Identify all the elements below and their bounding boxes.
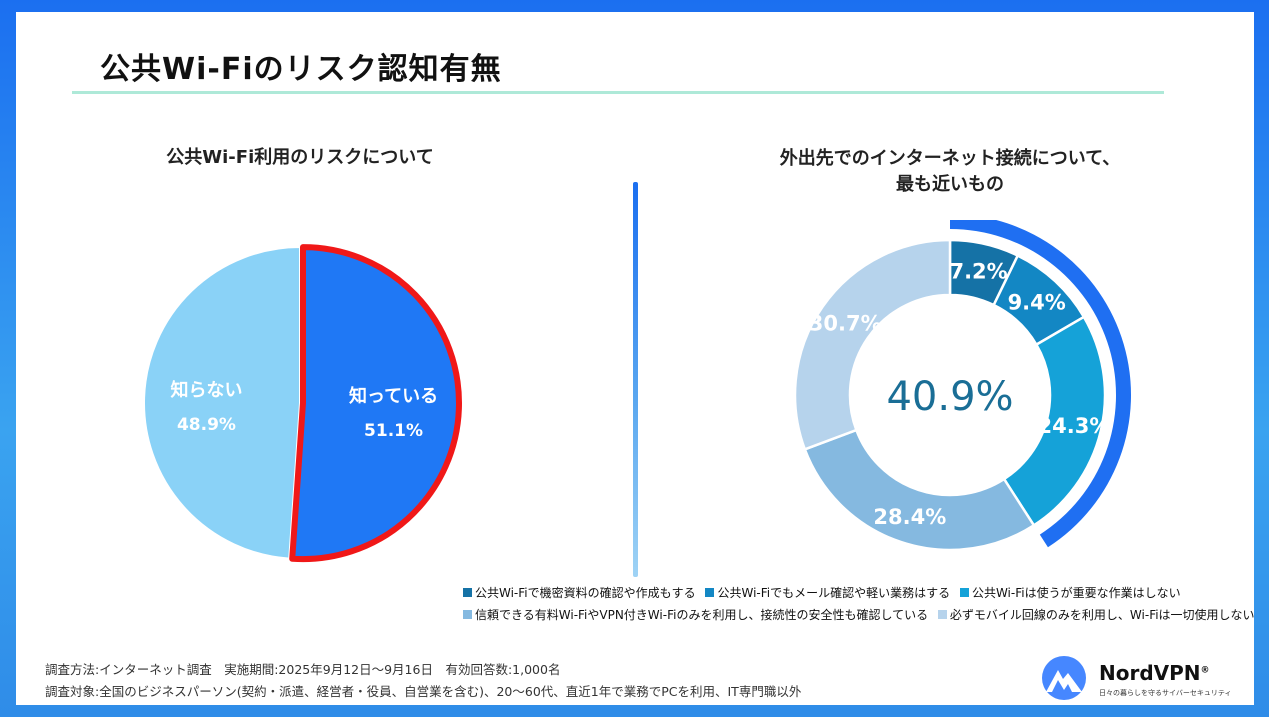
- legend-label: 公共Wi-Fiでもメール確認や軽い業務はする: [717, 586, 951, 600]
- survey-method: 調査方法:インターネット調査 実施期間:2025年9月12日～9月16日 有効回…: [45, 662, 561, 677]
- donut-slice-label: 28.4%: [873, 505, 946, 529]
- logo-tagline: 日々の暮らしを守るサイバーセキュリティ: [1099, 689, 1232, 697]
- donut-center-label: 40.9%: [886, 374, 1013, 420]
- chart-divider: [633, 182, 638, 577]
- donut-chart: 7.2%9.4% 24.3% 28.4% 30.7% 40.9%: [793, 220, 1131, 552]
- donut-chart-title: 外出先でのインターネット接続について、 最も近いもの: [740, 146, 1160, 198]
- pie-slice-label: 知っている: [349, 385, 438, 407]
- mountain-icon: [1042, 656, 1086, 700]
- pie-chart-title: 公共Wi-Fi利用のリスクについて: [166, 147, 434, 168]
- legend-label: 公共Wi-Fiは使うが重要な作業はしない: [971, 586, 1181, 600]
- page-title: 公共Wi-Fiのリスク認知有無: [100, 52, 502, 87]
- legend-item: 公共Wi-Fiでもメール確認や軽い業務はする: [705, 585, 950, 601]
- donut-slice-label: 30.7%: [809, 311, 882, 335]
- legend-item: 公共Wi-Fiで機密資料の確認や作成もする: [463, 585, 696, 601]
- legend-item: 必ずモバイル回線のみを利用し、Wi-Fiは一切使用しない: [937, 607, 1255, 623]
- donut-slice-5: [793, 238, 952, 451]
- pie-slice-label: 知らない: [170, 379, 242, 401]
- legend-swatch: [959, 588, 969, 597]
- legend-swatch: [705, 588, 715, 597]
- donut-slice-label: 24.3%: [1038, 414, 1111, 438]
- donut-slice-label: 7.2%: [949, 260, 1007, 284]
- survey-target: 調査対象:全国のビジネスパーソン(契約・派遣、経営者・役員、自営業を含む)、20…: [45, 684, 802, 699]
- legend-row-1: 公共Wi-Fiで機密資料の確認や作成もする 公共Wi-Fiでもメール確認や軽い業…: [463, 585, 1261, 607]
- donut-chart-title-line1: 外出先でのインターネット接続について、: [779, 148, 1121, 169]
- pie-slice-1-highlighted: [289, 244, 463, 563]
- pie-chart: 知っている 51.1% 知らない 48.9%: [142, 244, 463, 563]
- pie-slice-value: 48.9%: [177, 415, 236, 435]
- donut-legend: 公共Wi-Fiで機密資料の確認や作成もする 公共Wi-Fiでもメール確認や軽い業…: [463, 585, 1261, 629]
- legend-label: 信頼できる有料Wi-FiやVPN付きWi-Fiのみを利用し、接続性の安全性も確認…: [475, 608, 929, 622]
- legend-item: 公共Wi-Fiは使うが重要な作業はしない: [959, 585, 1181, 601]
- pie-slice-2: [142, 245, 301, 560]
- legend-row-2: 信頼できる有料Wi-FiやVPN付きWi-Fiのみを利用し、接続性の安全性も確認…: [463, 607, 1261, 629]
- nordvpn-logo: NordVPN® 日々の暮らしを守るサイバーセキュリティ: [1036, 655, 1246, 701]
- legend-label: 必ずモバイル回線のみを利用し、Wi-Fiは一切使用しない: [949, 608, 1255, 622]
- pie-slice-value: 51.1%: [364, 421, 423, 441]
- donut-slice-label: 9.4%: [1008, 291, 1066, 315]
- legend-swatch: [463, 610, 472, 619]
- legend-swatch: [937, 610, 947, 619]
- legend-label: 公共Wi-Fiで機密資料の確認や作成もする: [475, 586, 696, 600]
- donut-slice-4: [803, 428, 1036, 552]
- logo-wordmark: NordVPN®: [1099, 661, 1210, 685]
- donut-chart-title-line2: 最も近いもの: [896, 174, 1004, 195]
- legend-swatch: [463, 588, 472, 597]
- title-underline: [72, 91, 1164, 94]
- legend-item: 信頼できる有料Wi-FiやVPN付きWi-Fiのみを利用し、接続性の安全性も確認…: [463, 607, 928, 623]
